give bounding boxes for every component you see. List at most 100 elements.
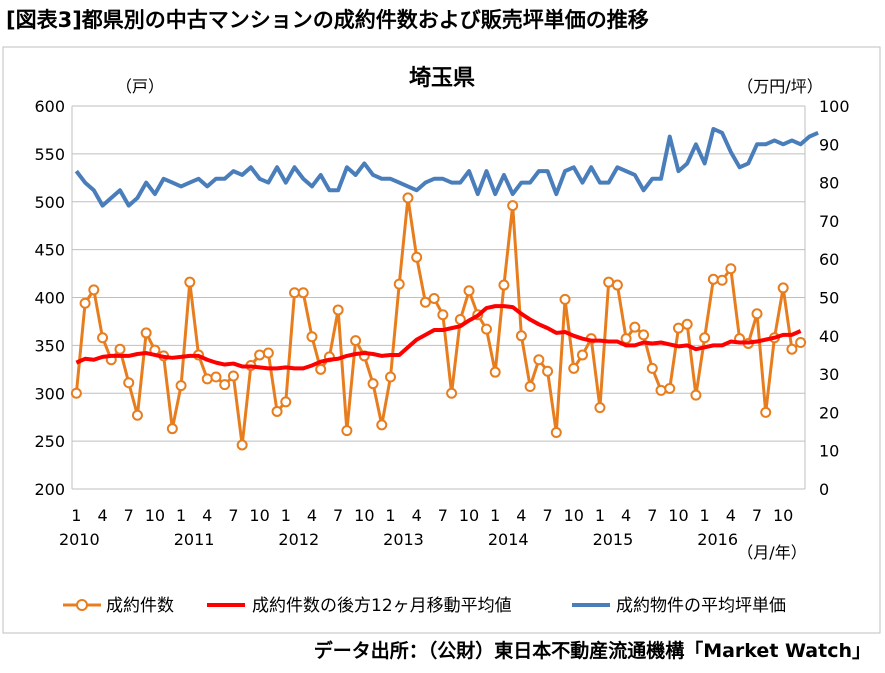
- x-month-tick-label: 7: [752, 506, 762, 525]
- grid-lines: [71, 105, 806, 490]
- x-month-tick-label: 4: [621, 506, 631, 525]
- x-month-tick-label: 10: [249, 506, 269, 525]
- y-right-ticks: 0 10 20 30 40 50 60 70 80 90 100: [819, 97, 850, 499]
- data-point: [393, 278, 405, 290]
- y-right-tick-label: 70: [819, 212, 839, 231]
- y-left-tick-label: 450: [34, 241, 65, 260]
- y-left-axis-label: （戸）: [116, 77, 164, 96]
- data-point: [690, 389, 702, 401]
- data-point: [175, 380, 187, 392]
- y-right-tick-label: 100: [819, 97, 850, 116]
- y-right-tick-label: 30: [819, 365, 839, 384]
- y-left-tick-label: 350: [34, 336, 65, 355]
- data-point: [594, 402, 606, 414]
- series-line-1: [75, 304, 802, 371]
- legend-marker-contracts: [76, 599, 88, 611]
- x-year-tick-label: 2011: [174, 530, 215, 549]
- x-month-tick-label: 10: [668, 506, 688, 525]
- data-point: [725, 263, 737, 275]
- x-month-ticks: 1 4 7 10 1 4 7 10 1 4 7 10 1 4 7 10 1 4 7 10 1 4 7 10 1 4 7 10: [71, 506, 793, 525]
- x-month-tick-label: 1: [71, 506, 81, 525]
- data-point: [672, 322, 684, 334]
- data-point: [795, 337, 807, 349]
- data-point: [550, 427, 562, 439]
- data-point: [716, 274, 728, 286]
- data-point: [227, 370, 239, 382]
- data-point: [332, 304, 344, 316]
- y-right-tick-label: 80: [819, 174, 839, 193]
- y-right-tick-label: 60: [819, 250, 839, 269]
- x-month-tick-label: 7: [647, 506, 657, 525]
- data-point: [341, 425, 353, 437]
- data-point: [629, 321, 641, 333]
- data-point: [603, 276, 615, 288]
- data-point: [699, 332, 711, 344]
- chart-title: 埼玉県: [409, 66, 475, 91]
- data-point: [97, 332, 109, 344]
- y-right-tick-label: 10: [819, 442, 839, 461]
- y-left-tick-label: 300: [34, 384, 65, 403]
- data-point: [315, 363, 327, 375]
- data-point: [376, 419, 388, 431]
- x-year-tick-label: 2013: [383, 530, 424, 549]
- x-month-tick-label: 1: [176, 506, 186, 525]
- source-note: データ出所：（公財）東日本不動産流通機構「Market Watch」: [313, 640, 871, 662]
- data-point: [620, 333, 632, 345]
- data-point: [437, 309, 449, 321]
- data-point: [271, 405, 283, 417]
- x-unit-label: （月/年）: [737, 543, 806, 562]
- data-point: [515, 330, 527, 342]
- data-point: [210, 371, 222, 383]
- x-month-tick-label: 10: [145, 506, 165, 525]
- y-left-tick-label: 500: [34, 193, 65, 212]
- data-point: [297, 287, 309, 299]
- figure-title: [図表3]都県別の中古マンションの成約件数および販売坪単価の推移: [6, 8, 649, 32]
- data-point: [463, 285, 475, 297]
- data-point: [289, 287, 301, 299]
- data-point: [254, 349, 266, 361]
- x-month-tick-label: 4: [516, 506, 526, 525]
- data-point: [236, 439, 248, 451]
- y-left-tick-label: 400: [34, 289, 65, 308]
- data-point: [79, 297, 91, 309]
- data-point: [166, 423, 178, 435]
- x-month-tick-label: 4: [307, 506, 317, 525]
- legend-item-contracts: 成約件数: [63, 596, 174, 616]
- legend: 成約件数 成約件数の後方12ヶ月移動平均値 成約物件の平均坪単価: [63, 596, 786, 616]
- x-month-tick-label: 1: [700, 506, 710, 525]
- data-point: [446, 387, 458, 399]
- x-month-tick-label: 1: [595, 506, 605, 525]
- x-month-tick-label: 7: [542, 506, 552, 525]
- series-line-0: [74, 196, 802, 447]
- data-point: [367, 378, 379, 390]
- x-month-tick-label: 10: [459, 506, 479, 525]
- data-point: [760, 406, 772, 418]
- y-left-tick-label: 250: [34, 432, 65, 451]
- y-right-tick-label: 0: [819, 480, 829, 499]
- x-month-tick-label: 7: [228, 506, 238, 525]
- data-point: [498, 279, 510, 291]
- x-month-tick-label: 4: [97, 506, 107, 525]
- data-point: [280, 396, 292, 408]
- data-point: [114, 343, 126, 355]
- legend-label-moving-average: 成約件数の後方12ヶ月移動平均値: [252, 596, 512, 616]
- data-point: [646, 362, 658, 374]
- legend-label-contracts: 成約件数: [106, 596, 174, 616]
- y-left-ticks: 200 250 300 350 400 450 500 550 600: [34, 97, 65, 499]
- data-point: [201, 373, 213, 385]
- data-point: [611, 279, 623, 291]
- x-month-tick-label: 4: [412, 506, 422, 525]
- data-point: [70, 387, 82, 399]
- y-left-tick-label: 550: [34, 145, 65, 164]
- data-point: [576, 349, 588, 361]
- y-right-tick-label: 90: [819, 135, 839, 154]
- x-year-tick-label: 2014: [488, 530, 529, 549]
- data-point: [350, 335, 362, 347]
- data-point: [655, 384, 667, 396]
- data-point: [638, 329, 650, 341]
- data-point: [306, 331, 318, 343]
- x-month-tick-label: 10: [354, 506, 374, 525]
- data-point: [402, 192, 414, 204]
- data-point: [786, 343, 798, 355]
